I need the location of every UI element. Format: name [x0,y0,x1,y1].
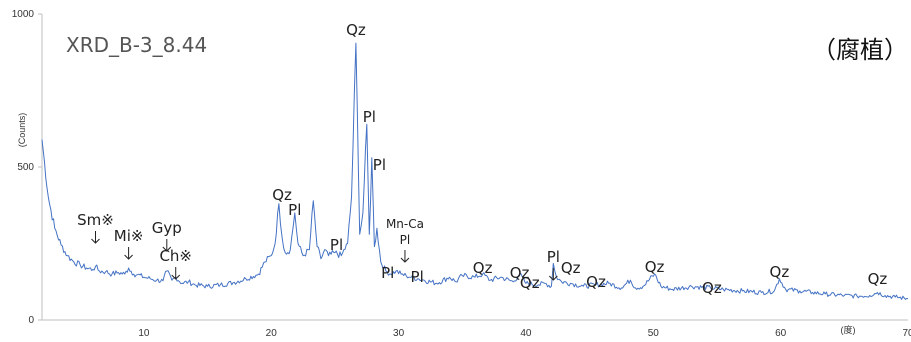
peak-label: Qz [346,21,366,39]
x-tick-label: 50 [648,328,660,339]
y-tick-label: 1000 [12,9,35,20]
peak-label: Pl [363,108,376,126]
peak-label: Qz [510,264,530,282]
down-arrow-icon [162,239,172,252]
tick-labels: 0 500 1000 10 20 30 40 50 60 70 [12,9,911,339]
peak-label: Pl [288,201,301,219]
peak-label: Qz [473,259,493,277]
peak-label: Qz [586,273,606,291]
down-arrow-icon [548,268,558,281]
x-axis-label: (度) [841,324,856,335]
chart-title: XRD_B-3_8.44 [66,33,207,57]
y-tick-label: 0 [28,315,34,326]
x-tick-label: 10 [138,328,150,339]
chart-subtitle: （腐植） [812,36,908,64]
x-tick-label: 60 [775,328,787,339]
peak-label: Ch※ [159,247,192,265]
x-tick-label: 30 [393,328,405,339]
peak-label: Pl [330,236,343,254]
peak-label: Qz [645,258,665,276]
peak-label: Pl [400,233,411,247]
peak-label: Pl [547,248,560,266]
peak-label: Qz [272,186,292,204]
peak-label: Mi※ [114,227,144,245]
peak-label: Sm※ [77,211,114,229]
x-tick-label: 70 [902,328,911,339]
down-arrow-icon [400,250,410,263]
x-tick-label: 20 [266,328,278,339]
peak-label: Qz [770,263,790,281]
peak-label: Pl [381,264,394,282]
peak-label: Pl [373,156,386,174]
y-axis-label: (Counts) [17,113,27,148]
x-tick-label: 40 [520,328,532,339]
y-tick-label: 500 [17,162,34,173]
peak-label: Pl [411,268,424,286]
peak-label: Qz [561,259,581,277]
xrd-series-line [41,42,909,300]
peak-label: Mn-Ca [386,217,424,231]
peak-label: Qz [868,270,888,288]
down-arrow-icon [124,247,133,260]
peak-label: Gyp [152,219,182,237]
peak-label: Qz [702,279,722,297]
down-arrow-icon [91,231,100,244]
down-arrow-icon [171,267,181,280]
peak-label: Qz [520,274,540,292]
